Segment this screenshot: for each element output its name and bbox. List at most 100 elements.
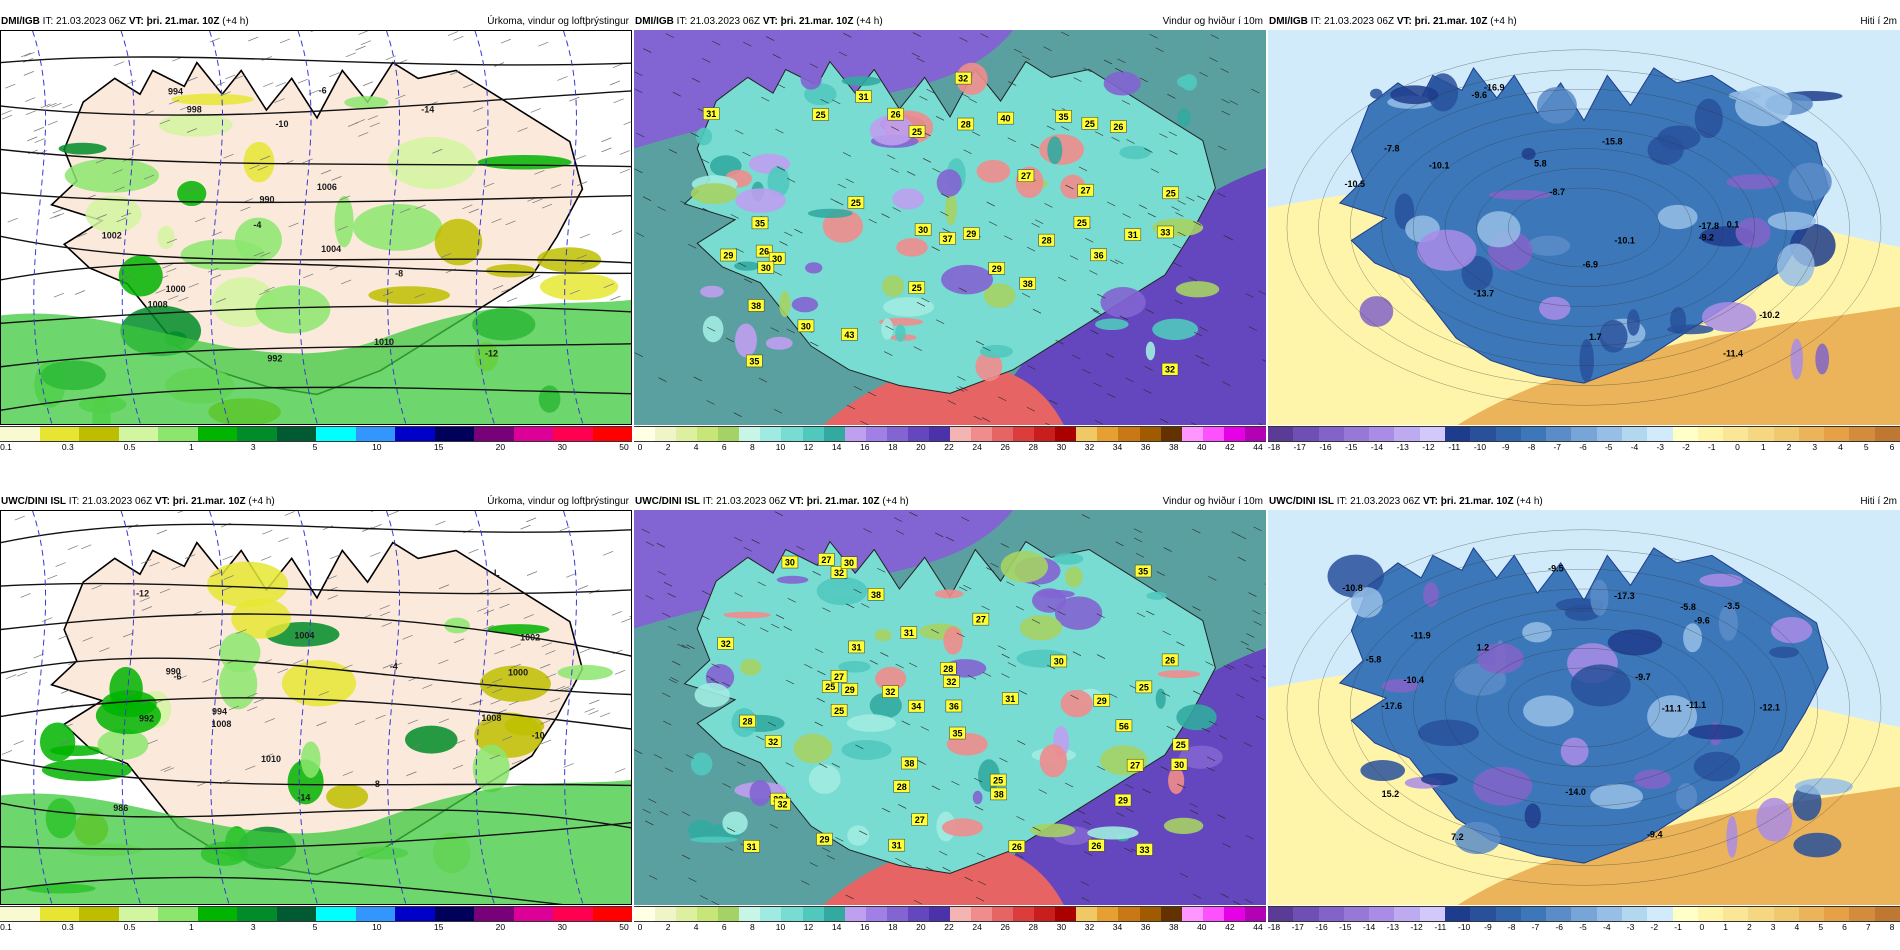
wind-arrow	[1121, 100, 1131, 105]
gust-label: 31	[888, 838, 905, 852]
wind-barb	[490, 587, 501, 593]
svg-text:1010: 1010	[374, 337, 394, 347]
wind-arrow	[734, 592, 743, 597]
wind-arrow	[976, 896, 985, 902]
wind-arrow	[1027, 365, 1036, 370]
wind-arrow	[710, 678, 719, 684]
colorbar-swatch	[992, 427, 1014, 441]
colorbar-tick-label: 36	[1140, 922, 1151, 932]
svg-text:7.2: 7.2	[1451, 832, 1464, 842]
wind-barb	[577, 181, 588, 186]
svg-text:-14: -14	[297, 792, 310, 802]
wind-arrow	[903, 861, 912, 867]
wind-arrow	[990, 562, 999, 568]
wind-colorbar	[634, 426, 1266, 442]
wind-barb	[159, 588, 171, 594]
forecast-map: 1010 1008 1008 1004 992 994 990 986 1002 1000 -14-…	[0, 510, 632, 905]
wind-arrow	[1229, 100, 1238, 105]
wind-arrow	[1226, 664, 1236, 669]
wind-arrow	[636, 132, 645, 138]
svg-text:30: 30	[785, 558, 795, 568]
wind-arrow	[657, 570, 666, 576]
wind-arrow	[1139, 77, 1148, 83]
gust-label: 28	[1038, 233, 1055, 247]
wind-barb	[500, 38, 512, 44]
colorbar-swatch	[886, 907, 908, 921]
colorbar-swatch	[1419, 907, 1445, 921]
gust-label: 33	[1136, 843, 1153, 856]
colorbar-tick-label: 1	[189, 442, 194, 452]
wind-barb	[441, 253, 452, 258]
gust-label: 38	[1019, 277, 1036, 290]
svg-text:-12: -12	[485, 348, 498, 358]
wind-arrow	[1001, 653, 1010, 659]
wind-area	[841, 740, 892, 760]
wind-barb	[139, 597, 151, 602]
temperature-label: -9.6	[1694, 615, 1710, 625]
wind-arrow	[1032, 308, 1042, 314]
svg-text:L: L	[494, 568, 500, 578]
wind-barb	[449, 70, 461, 76]
temp-colorbar-ticks: -18 -17 -16 -15 -14 -13 -12 -11 -10 -9 -8 -7 -6 -5 -4-…	[1268, 922, 1900, 934]
colorbar-swatch	[513, 427, 553, 441]
svg-text:25: 25	[993, 776, 1003, 786]
svg-text:31: 31	[1128, 230, 1138, 240]
svg-text:28: 28	[961, 120, 971, 130]
wind-arrow	[1124, 847, 1133, 853]
wind-arrow	[980, 33, 989, 38]
wind-area	[941, 264, 994, 295]
gust-label: 26	[755, 244, 773, 258]
precip-colorbar-ticks: 0.1 0.3 0.5 1 3 5 10 15 20 30 50	[0, 922, 632, 934]
wind-arrow	[770, 327, 779, 332]
isobar-label: 998	[187, 105, 202, 115]
gust-label: 25	[908, 281, 926, 294]
wind-barb	[382, 663, 393, 669]
wind-arrow	[634, 71, 643, 77]
temperature-label: -10.5	[1345, 179, 1366, 189]
colorbar-tick-label: 5	[312, 442, 318, 452]
panel-title: Vindur og hviður í 10m	[1162, 16, 1263, 27]
wind-arrow	[738, 262, 747, 268]
svg-text:-17.3: -17.3	[1614, 591, 1635, 601]
colorbar-tick-label: 18	[888, 922, 898, 932]
wind-arrow	[890, 168, 899, 173]
wind-area	[1175, 281, 1220, 298]
precip-area	[180, 239, 266, 271]
colorbar-tick-label: 4	[693, 442, 699, 452]
wind-arrow	[658, 377, 667, 382]
wind-area	[1047, 136, 1063, 165]
gust-label: 38	[867, 588, 885, 601]
svg-text:35: 35	[952, 729, 962, 739]
wind-arrow	[1043, 46, 1052, 52]
wind-arrow	[945, 536, 955, 542]
wind-area	[702, 315, 724, 343]
wind-arrow	[1217, 814, 1226, 819]
wind-barb	[27, 136, 38, 142]
colorbar-swatch	[907, 427, 929, 441]
svg-text:30: 30	[1174, 760, 1184, 770]
wind-area	[1146, 591, 1167, 600]
svg-text:36: 36	[949, 702, 959, 712]
wind-barb	[260, 252, 271, 257]
wind-barb	[329, 554, 341, 560]
temperature-area	[1735, 217, 1771, 248]
colorbar-tick-label: -4	[1630, 442, 1639, 452]
colorbar-swatch	[1546, 907, 1572, 921]
svg-text:1004: 1004	[321, 244, 341, 254]
svg-text:-16.9: -16.9	[1484, 83, 1505, 93]
svg-text:28: 28	[943, 664, 953, 674]
svg-text:29: 29	[966, 229, 976, 239]
wind-arrow	[672, 660, 681, 666]
wind-area	[945, 192, 957, 226]
wind-barb	[52, 208, 63, 214]
temperature-band	[1457, 306, 1900, 425]
wind-arrow	[722, 783, 731, 788]
colorbar-swatch	[655, 427, 677, 441]
wind-barb	[96, 214, 107, 219]
wind-barb	[260, 155, 271, 161]
wind-arrow	[1089, 270, 1098, 275]
wind-barb	[223, 575, 234, 580]
wind-area	[800, 68, 822, 90]
wind-barb	[55, 562, 66, 567]
wind-barb	[529, 274, 541, 280]
